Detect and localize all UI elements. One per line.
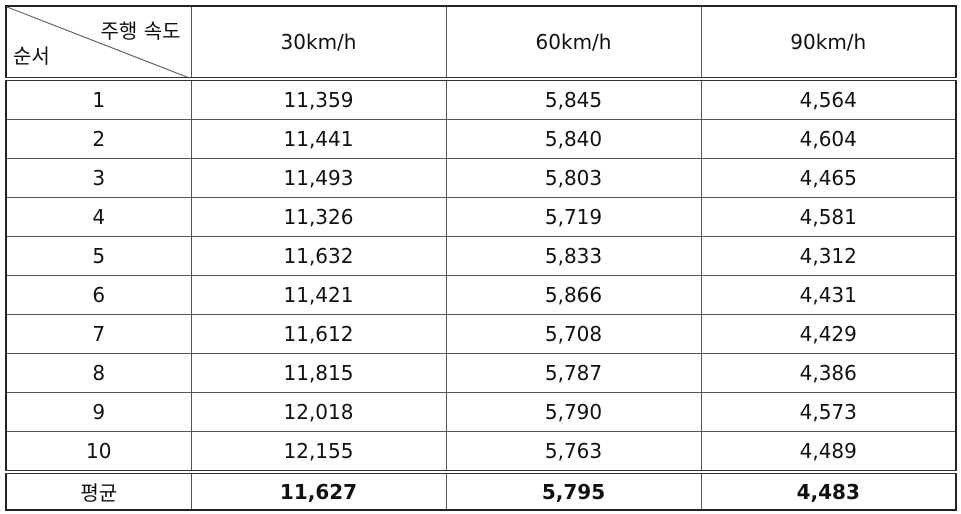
header-row: 주행 속도 순서 30km/h 60km/h 90km/h xyxy=(5,5,957,81)
table-footer: 평균 11,627 5,795 4,483 xyxy=(5,470,957,511)
cell: 4,429 xyxy=(700,314,957,354)
corner-top-label: 주행 속도 xyxy=(100,19,181,43)
diagonal xyxy=(7,7,184,75)
row-index: 5 xyxy=(5,236,192,276)
corner-cell: 주행 속도 순서 xyxy=(5,5,192,81)
cell: 4,312 xyxy=(700,236,957,276)
cell: 4,581 xyxy=(700,197,957,237)
data-table: 주행 속도 순서 30km/h 60km/h 90km/h 1 11,359 5,845… xyxy=(5,5,957,511)
table-row: 9 12,018 5,790 4,573 xyxy=(5,392,957,432)
table-row: 2 11,441 5,840 4,604 xyxy=(5,119,957,159)
row-index: 3 xyxy=(5,158,192,198)
row-index: 8 xyxy=(5,353,192,393)
corner-bottom-label: 순서 xyxy=(13,44,50,68)
table-body: 1 11,359 5,845 4,564 2 11,441 5,840 4,604 3 11,49… xyxy=(5,78,957,473)
row-index: 9 xyxy=(5,392,192,432)
cell: 4,489 xyxy=(700,431,957,473)
cell: 5,708 xyxy=(445,314,702,354)
cell: 11,632 xyxy=(190,236,447,276)
table-row: 4 11,326 5,719 4,581 xyxy=(5,197,957,237)
cell: 11,612 xyxy=(190,314,447,354)
cell: 11,493 xyxy=(190,158,447,198)
cell: 4,604 xyxy=(700,119,957,159)
row-index: 6 xyxy=(5,275,192,315)
table-row: 5 11,632 5,833 4,312 xyxy=(5,236,957,276)
row-index: 7 xyxy=(5,314,192,354)
table-row: 7 11,612 5,708 4,429 xyxy=(5,314,957,354)
cell: 12,018 xyxy=(190,392,447,432)
cell: 5,833 xyxy=(445,236,702,276)
cell: 4,465 xyxy=(700,158,957,198)
cell: 4,431 xyxy=(700,275,957,315)
cell: 5,840 xyxy=(445,119,702,159)
column-header: 30km/h xyxy=(190,5,447,81)
cell: 11,815 xyxy=(190,353,447,393)
row-index: 4 xyxy=(5,197,192,237)
row-index: 1 xyxy=(5,78,192,120)
cell: 5,790 xyxy=(445,392,702,432)
cell: 4,386 xyxy=(700,353,957,393)
table-row: 3 11,493 5,803 4,465 xyxy=(5,158,957,198)
table-row: 6 11,421 5,866 4,431 xyxy=(5,275,957,315)
cell: 5,803 xyxy=(445,158,702,198)
footer-cell: 5,795 xyxy=(445,470,702,511)
cell: 4,564 xyxy=(700,78,957,120)
cell: 5,719 xyxy=(445,197,702,237)
cell: 5,763 xyxy=(445,431,702,473)
cell: 5,845 xyxy=(445,78,702,120)
footer-cell: 11,627 xyxy=(190,470,447,511)
cell: 5,787 xyxy=(445,353,702,393)
row-index: 2 xyxy=(5,119,192,159)
column-header: 90km/h xyxy=(700,5,957,81)
cell: 12,155 xyxy=(190,431,447,473)
table-row: 8 11,815 5,787 4,386 xyxy=(5,353,957,393)
cell: 11,359 xyxy=(190,78,447,120)
cell: 11,441 xyxy=(190,119,447,159)
footer-row: 평균 11,627 5,795 4,483 xyxy=(5,470,957,511)
table-header: 주행 속도 순서 30km/h 60km/h 90km/h xyxy=(5,5,957,81)
cell: 5,866 xyxy=(445,275,702,315)
cell: 11,421 xyxy=(190,275,447,315)
footer-cell: 4,483 xyxy=(700,470,957,511)
row-index: 10 xyxy=(5,431,192,473)
table-row: 10 12,155 5,763 4,489 xyxy=(5,431,957,473)
table-row: 1 11,359 5,845 4,564 xyxy=(5,78,957,120)
column-header: 60km/h xyxy=(445,5,702,81)
footer-label: 평균 xyxy=(5,470,192,511)
cell: 4,573 xyxy=(700,392,957,432)
cell: 11,326 xyxy=(190,197,447,237)
